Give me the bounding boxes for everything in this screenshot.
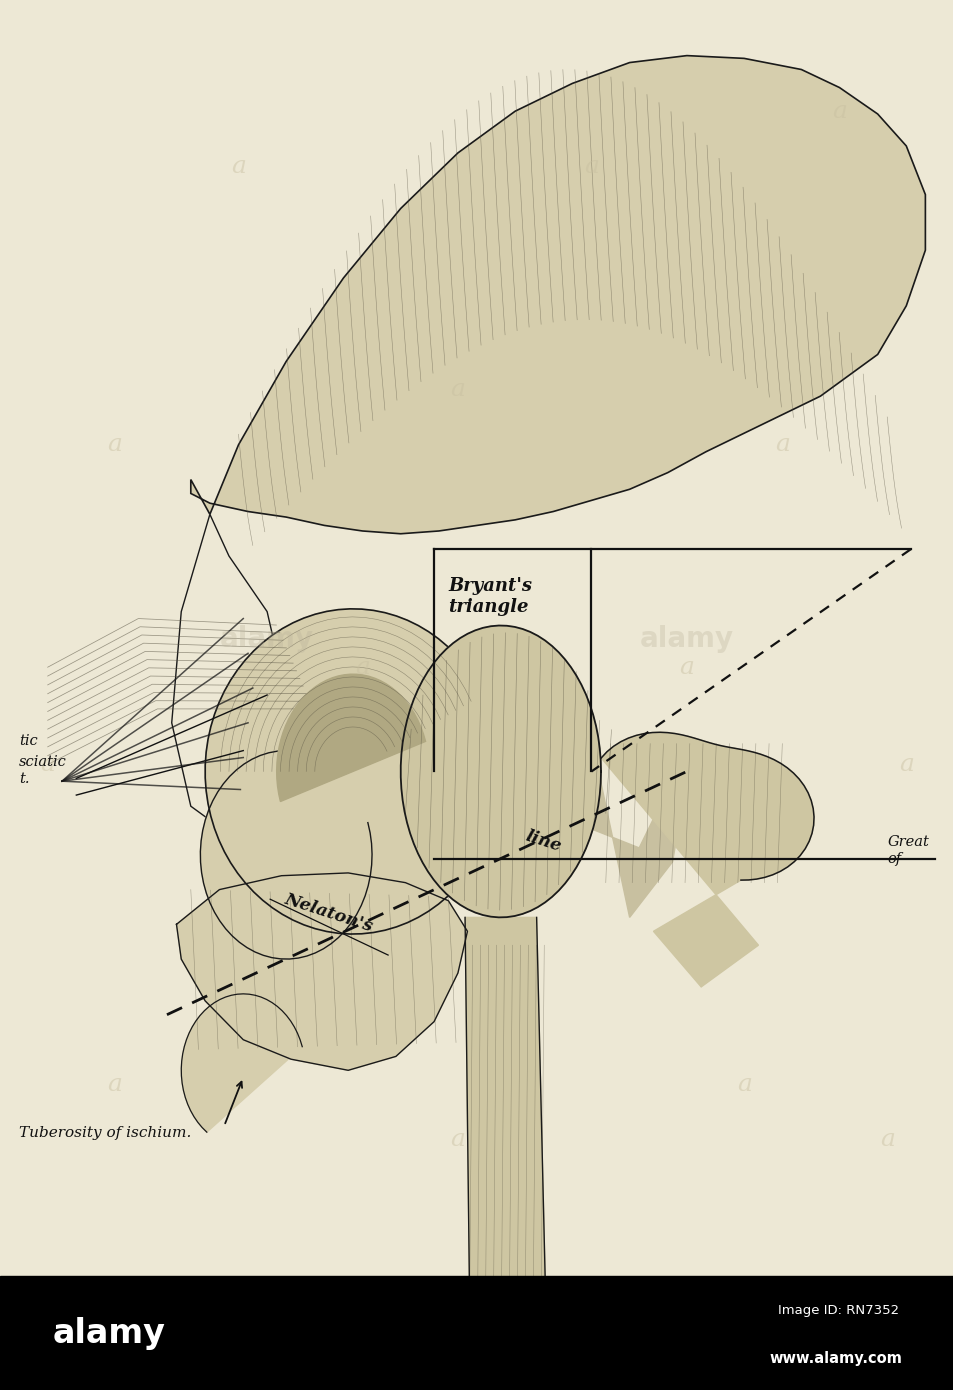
Text: a: a (231, 156, 246, 178)
Text: a: a (107, 1073, 122, 1095)
Text: a: a (40, 753, 55, 776)
Text: line: line (523, 827, 563, 855)
Text: a: a (583, 156, 598, 178)
Text: sciatic
t.: sciatic t. (19, 755, 67, 785)
Text: a: a (355, 656, 370, 678)
Text: a: a (879, 1129, 894, 1151)
Text: Image ID: RN7352: Image ID: RN7352 (777, 1304, 898, 1316)
Polygon shape (176, 873, 467, 1070)
Text: Nelaton's: Nelaton's (282, 891, 375, 935)
Text: a: a (736, 1073, 751, 1095)
Polygon shape (400, 626, 600, 917)
Polygon shape (200, 751, 372, 959)
Text: Bryant's
triangle: Bryant's triangle (448, 577, 532, 616)
Polygon shape (465, 917, 545, 1320)
Polygon shape (191, 56, 924, 534)
Text: a: a (450, 1129, 465, 1151)
Text: a: a (107, 434, 122, 456)
Text: alamy: alamy (52, 1316, 165, 1350)
Text: Great
of: Great of (886, 835, 928, 866)
Polygon shape (205, 609, 500, 934)
Polygon shape (276, 674, 425, 802)
Text: a: a (831, 100, 846, 122)
Text: a: a (774, 434, 789, 456)
Text: a: a (679, 656, 694, 678)
Text: tic: tic (19, 734, 38, 748)
Text: alamy: alamy (639, 626, 733, 653)
Polygon shape (181, 994, 302, 1131)
Text: alamy: alamy (220, 626, 314, 653)
Text: Tuberosity of ischium.: Tuberosity of ischium. (19, 1126, 192, 1140)
Bar (0, 1276, 953, 1390)
Text: www.alamy.com: www.alamy.com (769, 1351, 902, 1365)
Polygon shape (586, 716, 691, 917)
Polygon shape (600, 733, 813, 987)
Text: a: a (450, 378, 465, 400)
Polygon shape (172, 514, 286, 834)
Text: a: a (898, 753, 913, 776)
